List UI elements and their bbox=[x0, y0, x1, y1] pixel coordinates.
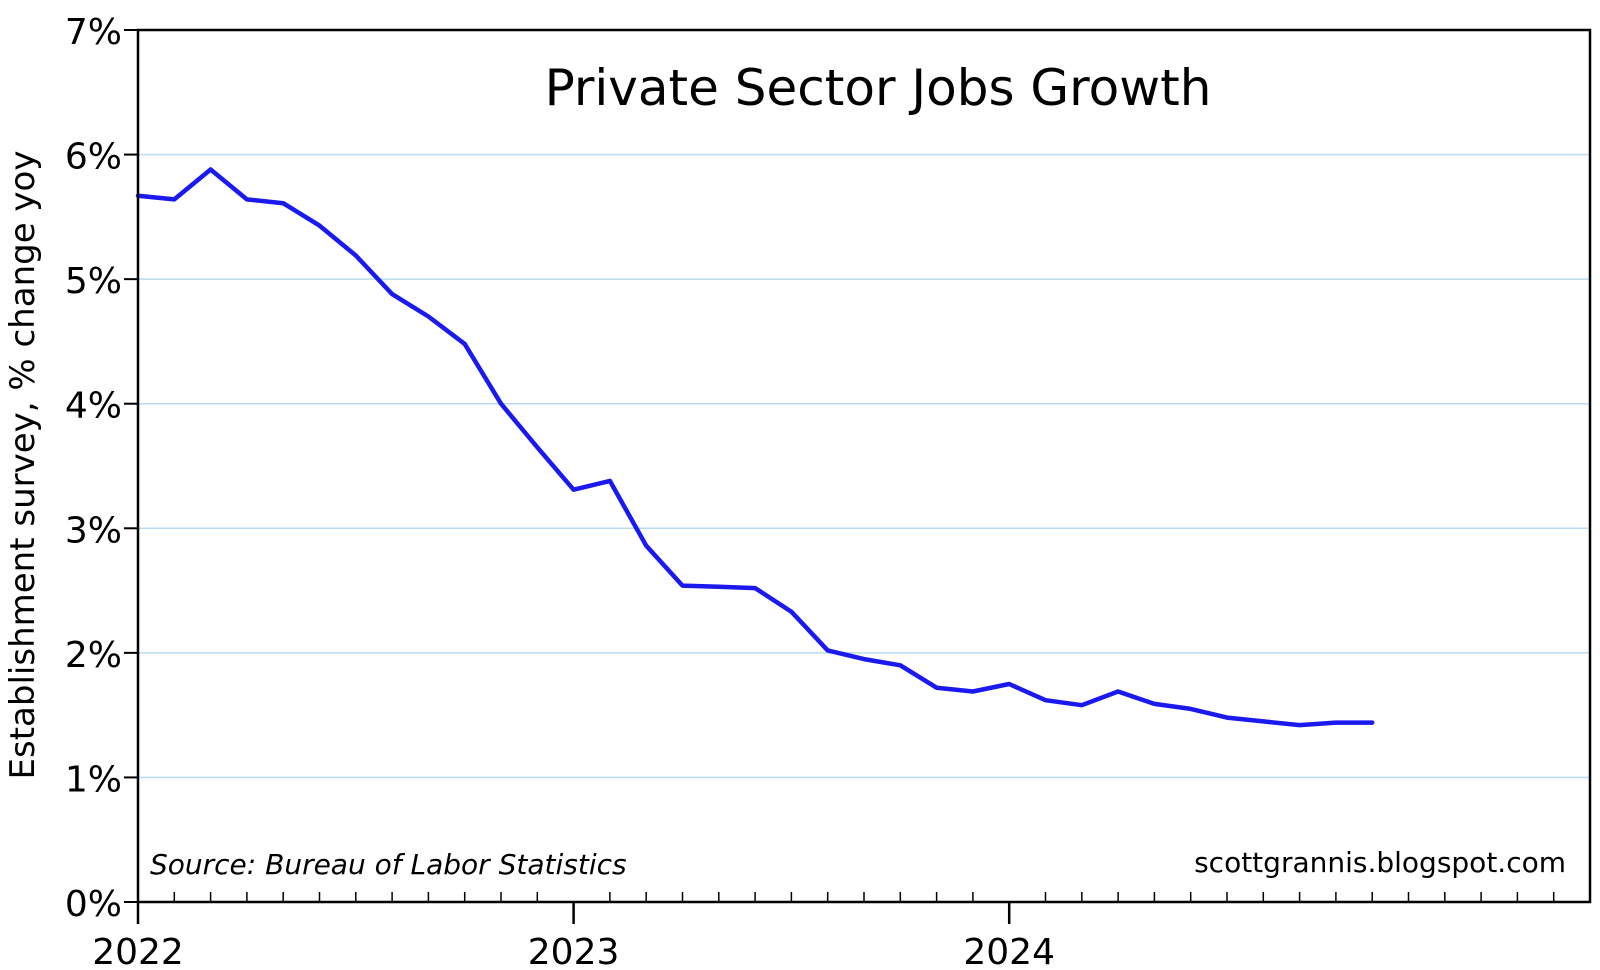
data-point bbox=[608, 479, 612, 483]
data-point bbox=[390, 292, 394, 296]
y-axis-title: Establishment survey, % change yoy bbox=[3, 151, 43, 780]
series-line bbox=[135, 167, 1375, 728]
data-point bbox=[681, 584, 685, 588]
source-note: Source: Bureau of Labor Statistics bbox=[150, 848, 627, 881]
y-tick-label: 0% bbox=[65, 884, 122, 925]
data-point bbox=[1298, 723, 1302, 727]
y-axis-ticks bbox=[124, 29, 138, 903]
data-point bbox=[1116, 689, 1120, 693]
data-point bbox=[245, 197, 249, 201]
data-point bbox=[717, 585, 721, 589]
x-axis-labels: 2022 2023 2024 bbox=[92, 932, 1055, 970]
chart-title: Private Sector Jobs Growth bbox=[545, 59, 1212, 117]
data-point bbox=[753, 586, 757, 590]
x-tick-label: 2023 bbox=[528, 932, 620, 970]
y-tick-label: 3% bbox=[65, 510, 122, 551]
data-point bbox=[426, 315, 430, 319]
data-point bbox=[172, 197, 176, 201]
data-point bbox=[935, 686, 939, 690]
data-point bbox=[535, 445, 539, 449]
x-tick-label: 2024 bbox=[963, 932, 1055, 970]
data-point bbox=[572, 488, 576, 492]
data-point bbox=[1080, 703, 1084, 707]
data-point bbox=[209, 168, 213, 172]
data-point bbox=[1044, 698, 1048, 702]
data-point bbox=[1261, 719, 1265, 723]
x-tick-label: 2022 bbox=[92, 932, 184, 970]
plot-frame bbox=[136, 28, 1592, 904]
data-point bbox=[463, 342, 467, 346]
credit-note: scottgrannis.blogspot.com bbox=[1194, 846, 1566, 879]
y-tick-label: 7% bbox=[65, 12, 122, 53]
y-axis-labels: 0% 1% 2% 3% 4% 5% 6% 7% bbox=[65, 12, 122, 925]
data-point bbox=[499, 402, 503, 406]
data-point bbox=[898, 663, 902, 667]
data-point bbox=[354, 253, 358, 257]
data-point bbox=[1007, 682, 1011, 686]
y-tick-label: 5% bbox=[65, 261, 122, 302]
data-point bbox=[318, 224, 322, 228]
data-point bbox=[1189, 707, 1193, 711]
y-tick-label: 4% bbox=[65, 386, 122, 427]
y-tick-label: 1% bbox=[65, 759, 122, 800]
data-point bbox=[1370, 721, 1374, 725]
y-tick-label: 2% bbox=[65, 635, 122, 676]
data-point bbox=[1225, 716, 1229, 720]
data-point bbox=[281, 201, 285, 205]
data-point bbox=[1152, 702, 1156, 706]
y-tick-label: 6% bbox=[65, 137, 122, 178]
data-point bbox=[862, 657, 866, 661]
data-point bbox=[644, 544, 648, 548]
data-point bbox=[1334, 721, 1338, 725]
data-point bbox=[789, 610, 793, 614]
data-point bbox=[971, 689, 975, 693]
data-point bbox=[826, 648, 830, 652]
